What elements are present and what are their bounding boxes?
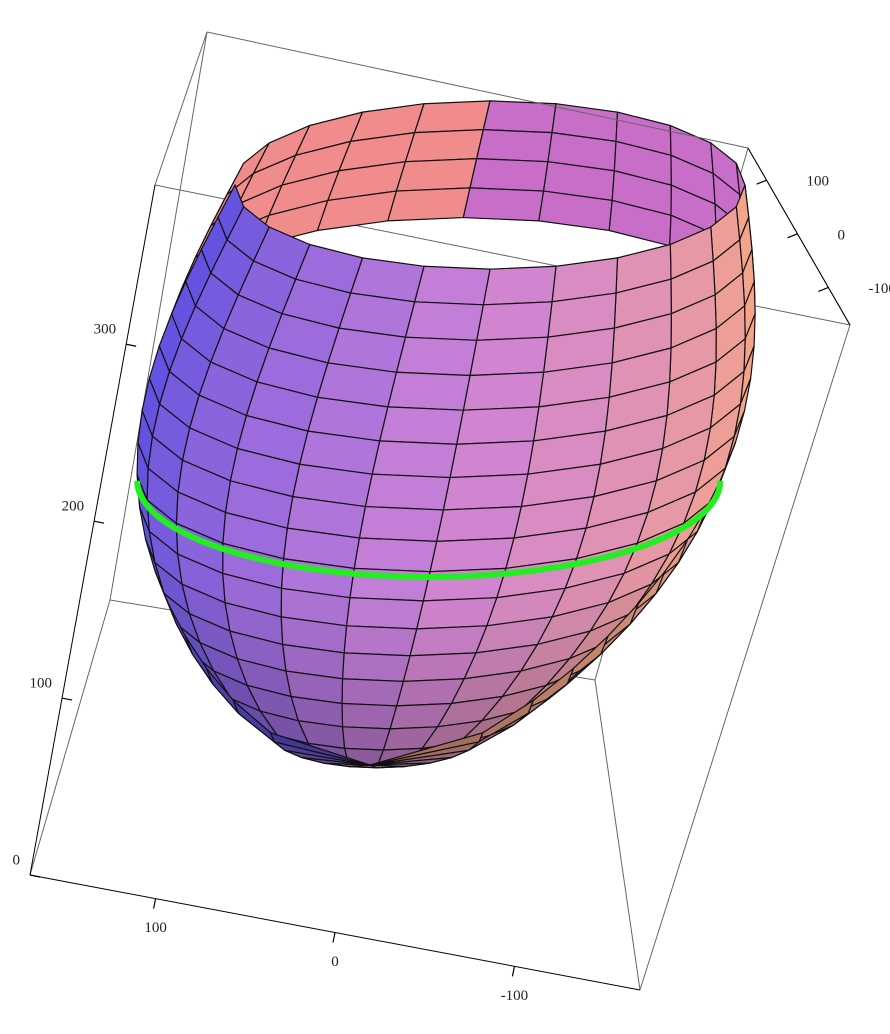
tick-mark [126, 343, 137, 347]
surface-patch [341, 678, 405, 707]
tick-mark [511, 966, 516, 977]
tick-label: -100 [868, 281, 890, 297]
tick-mark [332, 932, 336, 943]
surface-patch [387, 371, 471, 411]
tick-label: 0 [837, 227, 845, 243]
tick-label: 100 [30, 676, 53, 692]
surface-patch [353, 537, 438, 573]
surface-patch [395, 336, 478, 377]
axes: 0 100 200 300 100 0 -100 100 0 -100 [13, 174, 890, 1004]
surface-patch [343, 625, 418, 657]
surface [134, 100, 756, 769]
surface-patch [387, 187, 471, 222]
tick-mark [818, 286, 829, 293]
surface-patch [345, 597, 425, 630]
tick-label: 300 [94, 322, 117, 338]
surface-patch [404, 129, 485, 163]
surface-patch [409, 625, 488, 657]
surface-patch [442, 473, 529, 511]
surface-patch [482, 100, 557, 134]
surface-patch [469, 336, 549, 377]
surface-patch [475, 129, 553, 163]
surface-patch [435, 505, 523, 542]
tick-mark [152, 898, 157, 909]
surface-patch [449, 440, 535, 479]
tick-label: 200 [62, 499, 85, 515]
surface-patch [364, 473, 451, 511]
tick-label: 100 [144, 920, 167, 936]
tick-label: -100 [501, 988, 529, 1004]
tick-mark [787, 233, 798, 239]
tick-label: 0 [331, 954, 339, 970]
highlight-curve [134, 480, 724, 581]
tick-mark [61, 697, 73, 701]
surface-patch [341, 726, 391, 751]
surface-patch [413, 100, 491, 134]
surface-patch [371, 440, 458, 479]
surface-patch [415, 597, 498, 630]
box-front-edges [29, 31, 851, 991]
tick-mark [93, 520, 105, 524]
surface-patch [269, 731, 371, 766]
tick-mark [756, 179, 767, 185]
surface-patch [462, 187, 545, 222]
surface-patch [482, 265, 557, 306]
surface-patch [402, 652, 477, 683]
surface-patch [429, 537, 515, 573]
surface-patch [358, 505, 445, 542]
surface-patch [404, 301, 485, 341]
tick-mark [29, 874, 41, 878]
surface-patch [475, 301, 553, 341]
surface-patch [469, 157, 549, 192]
surface-patch [341, 702, 398, 730]
tick-label: 0 [13, 852, 21, 868]
surface-patch [455, 406, 540, 445]
tick-label: 100 [807, 174, 830, 190]
surface-patch [395, 157, 478, 192]
surface-patch [378, 406, 465, 445]
surface-patch [462, 371, 545, 411]
surface-patch [341, 652, 411, 683]
surface-patch [413, 265, 491, 306]
